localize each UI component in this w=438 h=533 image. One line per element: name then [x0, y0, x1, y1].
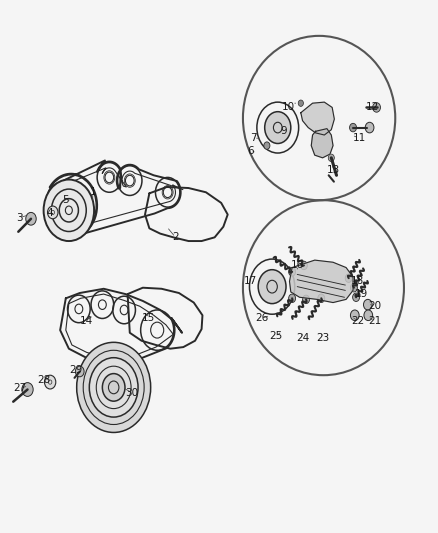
- Circle shape: [364, 310, 373, 320]
- Circle shape: [75, 366, 84, 377]
- Circle shape: [22, 383, 33, 397]
- Circle shape: [328, 154, 334, 161]
- Polygon shape: [311, 128, 333, 158]
- Text: 18: 18: [351, 276, 364, 286]
- Text: 6: 6: [247, 146, 254, 156]
- Text: 24: 24: [296, 333, 309, 343]
- Circle shape: [350, 310, 359, 320]
- Polygon shape: [290, 260, 353, 303]
- Circle shape: [44, 180, 94, 241]
- Circle shape: [77, 342, 151, 432]
- Circle shape: [365, 122, 374, 133]
- Text: 4: 4: [46, 208, 53, 219]
- Text: 21: 21: [368, 316, 381, 326]
- Text: 28: 28: [37, 375, 51, 385]
- Text: 2: 2: [172, 232, 179, 243]
- Text: 9: 9: [280, 126, 287, 136]
- Text: 11: 11: [353, 133, 366, 143]
- Circle shape: [345, 274, 352, 282]
- Text: 10: 10: [282, 102, 295, 112]
- Text: 17: 17: [244, 276, 257, 286]
- Circle shape: [353, 293, 360, 302]
- Text: 15: 15: [142, 313, 155, 324]
- Text: 25: 25: [269, 332, 282, 342]
- Text: 13: 13: [326, 165, 339, 175]
- Text: 16: 16: [291, 261, 304, 270]
- Text: 7: 7: [251, 133, 257, 143]
- Text: 26: 26: [255, 313, 268, 324]
- Text: 12: 12: [366, 102, 379, 112]
- Circle shape: [350, 284, 357, 292]
- Circle shape: [89, 358, 138, 417]
- Circle shape: [373, 103, 381, 112]
- Circle shape: [102, 374, 125, 401]
- Circle shape: [26, 213, 36, 225]
- Circle shape: [298, 100, 304, 107]
- Circle shape: [258, 270, 286, 304]
- Text: 20: 20: [368, 301, 381, 311]
- Circle shape: [45, 375, 56, 389]
- Circle shape: [264, 142, 270, 149]
- Circle shape: [300, 261, 307, 270]
- Text: 1: 1: [89, 187, 96, 197]
- Text: 23: 23: [316, 333, 329, 343]
- Circle shape: [303, 295, 310, 304]
- Text: 5: 5: [63, 195, 69, 205]
- Text: 19: 19: [355, 289, 368, 299]
- Circle shape: [47, 206, 58, 219]
- Circle shape: [318, 294, 325, 303]
- Text: 22: 22: [352, 316, 365, 326]
- Text: 30: 30: [125, 387, 138, 398]
- Circle shape: [289, 294, 296, 303]
- Text: 3: 3: [16, 213, 23, 223]
- Text: 29: 29: [70, 365, 83, 375]
- Circle shape: [265, 112, 291, 143]
- Circle shape: [350, 123, 357, 132]
- Text: 14: 14: [80, 316, 93, 326]
- Polygon shape: [301, 102, 334, 135]
- Circle shape: [289, 268, 296, 276]
- Circle shape: [364, 300, 372, 310]
- Text: 27: 27: [13, 383, 26, 393]
